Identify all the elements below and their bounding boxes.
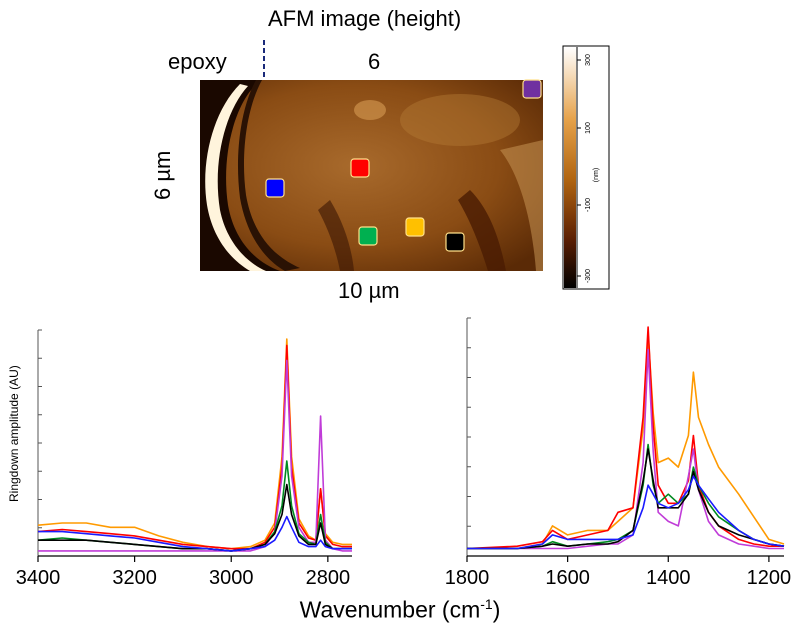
- depth-label: 6: [368, 49, 381, 74]
- series-line-4: [467, 448, 785, 550]
- series-line-1: [37, 344, 352, 550]
- marker-black: [445, 232, 465, 252]
- series-line-3: [467, 443, 785, 550]
- series-line-0: [37, 338, 352, 550]
- series-line-5: [467, 475, 785, 550]
- colorbar-tick-label: 100: [585, 122, 592, 134]
- marker-purple: [522, 79, 542, 99]
- marker-blue: [265, 178, 285, 198]
- x-axis-label: Wavenumber (cm-1): [299, 596, 501, 623]
- epoxy-label: epoxy: [168, 49, 227, 74]
- marker-green: [358, 226, 378, 246]
- spectrum-chart-right: 1800 1600 1400 1200: [445, 317, 792, 589]
- afm-title: AFM image (height): [268, 6, 462, 31]
- colorbar-tick-label: -100: [585, 198, 592, 212]
- x-tick-label: 3400: [16, 567, 61, 589]
- colorbar-tick-label: -300: [585, 269, 592, 283]
- series-line-5: [38, 515, 352, 552]
- series-line-2: [467, 348, 784, 550]
- x-tick-label: 1600: [545, 567, 590, 589]
- colorbar: 300 100 -100 -300 (nm): [562, 45, 610, 290]
- marker-red: [350, 158, 370, 178]
- x-tick-label: 3000: [209, 567, 254, 589]
- spectrum-chart-left: 3400 3200 3000 2800: [16, 329, 352, 589]
- colorbar-unit: (nm): [593, 168, 600, 182]
- marker-orange: [405, 217, 425, 237]
- afm-width-label: 10 µm: [338, 278, 400, 303]
- series-line-0: [467, 333, 785, 550]
- x-tick-label: 1400: [646, 567, 691, 589]
- x-tick-label: 2800: [306, 567, 351, 589]
- x-tick-label: 1200: [747, 567, 792, 589]
- colorbar-tick-label: 300: [585, 54, 592, 66]
- x-tick-label: 3200: [112, 567, 157, 589]
- x-tick-label: 1800: [445, 567, 490, 589]
- series-line-4: [38, 483, 352, 552]
